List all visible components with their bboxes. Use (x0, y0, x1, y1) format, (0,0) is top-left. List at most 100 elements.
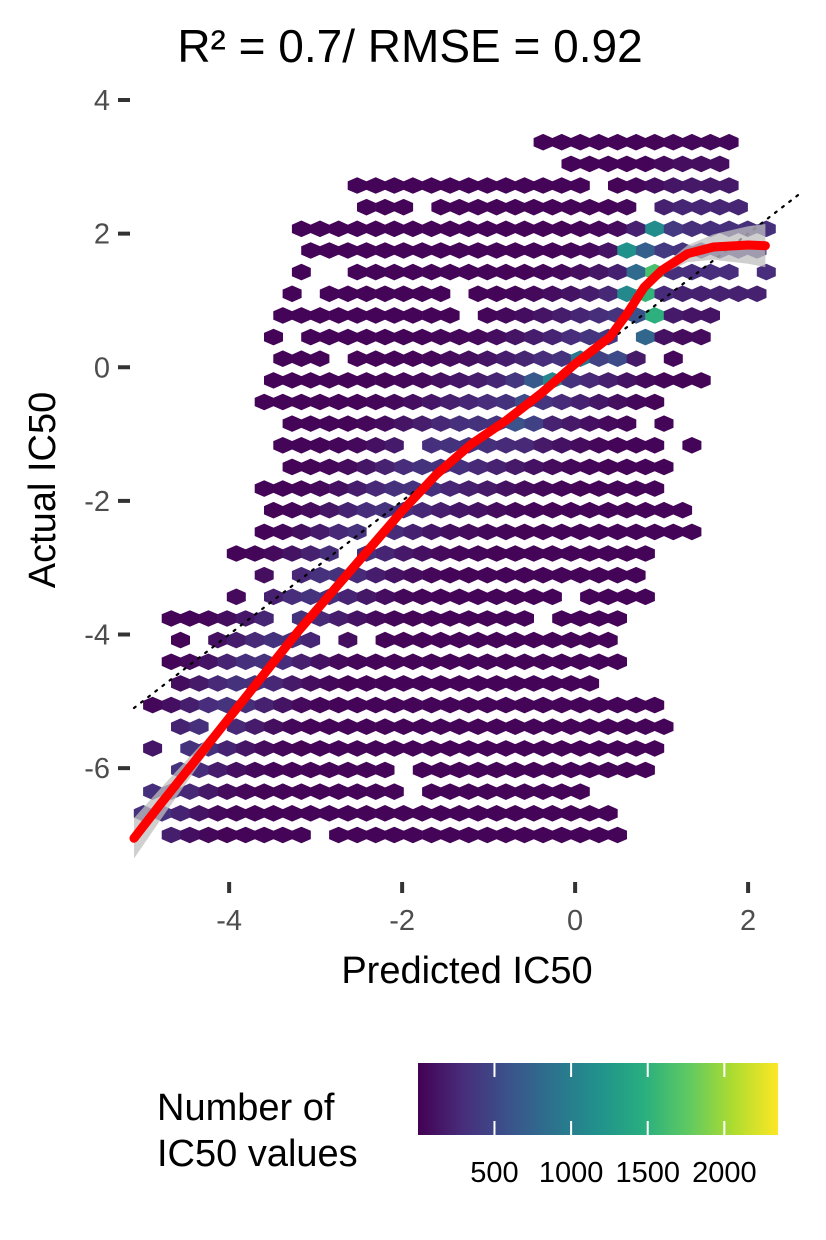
hex-bin (580, 805, 600, 822)
hex-bin (254, 740, 274, 757)
hex-bin (198, 826, 218, 844)
hex-bin (505, 545, 525, 562)
hex-bin (477, 393, 497, 411)
hex-bin (468, 501, 488, 519)
hex-bin (273, 393, 293, 411)
hex-bin (496, 740, 516, 757)
hex-bin (570, 653, 590, 671)
hex-bin (691, 328, 711, 346)
hex-bin (524, 675, 544, 692)
hex-bin (236, 653, 256, 671)
hex-bin (347, 220, 367, 238)
hex-bin (273, 437, 293, 454)
hex-bin (449, 718, 469, 735)
hex-bin (598, 415, 618, 432)
hex-bin (654, 718, 674, 735)
hex-bin (264, 805, 283, 822)
hex-bin (375, 675, 395, 692)
hex-bin (459, 740, 479, 757)
hex-bin (198, 696, 218, 714)
hex-bin (310, 653, 330, 671)
hex-bin (654, 198, 674, 216)
hex-bin (412, 242, 432, 259)
hex-bin (301, 718, 321, 735)
hex-bin (375, 372, 395, 389)
hex-bin (542, 285, 562, 303)
hex-bin (264, 675, 283, 692)
hex-bin (226, 718, 246, 735)
y-tick-label: 2 (94, 219, 110, 251)
hex-bin (366, 350, 386, 367)
hex-bin (496, 350, 516, 367)
smooth-line (129, 240, 770, 843)
hex-bin (366, 696, 386, 714)
hex-bin (412, 501, 432, 519)
hex-bin (431, 328, 451, 346)
hex-bin (505, 328, 525, 346)
hex-bin (589, 133, 609, 151)
hex-bin (357, 588, 376, 606)
hex-bin (375, 328, 395, 346)
hex-bin (542, 501, 562, 519)
hex-bin (319, 458, 339, 476)
hex-bin (589, 653, 609, 671)
hex-bin (561, 761, 581, 779)
hex-bin (645, 437, 665, 454)
hex-bin (394, 718, 414, 735)
hex-bin (561, 501, 581, 519)
hex-bin (505, 631, 525, 649)
hex-bin (412, 285, 432, 303)
hex-bin (264, 761, 283, 779)
hex-bin (533, 177, 553, 194)
y-axis-title: Actual IC50 (22, 392, 64, 588)
hex-bin (645, 133, 665, 151)
hex-bin (533, 826, 553, 844)
hex-bin (663, 133, 683, 151)
hex-bin (580, 372, 600, 389)
hex-bin (701, 133, 720, 151)
hex-bin (477, 740, 497, 757)
hex-bin (496, 437, 516, 454)
hex-bin (468, 545, 488, 562)
hex-bin (226, 761, 246, 779)
hex-bin (645, 696, 665, 714)
hex-bin (673, 285, 693, 303)
hex-bin (282, 588, 302, 606)
hex-bin (412, 718, 432, 735)
hex-bin (319, 805, 339, 822)
hex-bin (254, 393, 274, 411)
hex-bin (654, 501, 674, 519)
hex-bin (449, 198, 469, 216)
hex-bin (496, 826, 516, 844)
hex-bin (589, 437, 609, 454)
hex-bin (273, 307, 293, 324)
hex-bin (477, 826, 497, 844)
hex-bin (422, 783, 441, 800)
hex-bin (524, 198, 544, 216)
hex-bin (291, 696, 311, 714)
hex-bin (533, 523, 553, 541)
hex-bin (617, 242, 637, 259)
hex-bin (403, 610, 423, 627)
hex-bin (254, 523, 274, 541)
hex-bin (291, 653, 311, 671)
hex-bin (161, 610, 181, 627)
hex-bin (282, 545, 302, 562)
hex-bin (487, 285, 507, 303)
hex-bin (459, 393, 479, 411)
hex-bin (515, 653, 534, 671)
hex-bin (487, 198, 507, 216)
hex-bin (403, 826, 423, 844)
hex-bin (542, 675, 562, 692)
legend-title-line-1: Number of (157, 1087, 335, 1129)
hex-bin (561, 242, 581, 259)
hex-bin (384, 610, 404, 627)
hex-bin (719, 133, 739, 151)
hex-bin (747, 285, 767, 303)
hex-bin (338, 588, 358, 606)
hex-bin (273, 480, 293, 497)
hex-bin (756, 263, 776, 281)
hex-bin (171, 631, 190, 649)
hex-bin (403, 523, 423, 541)
hex-bin (552, 653, 572, 671)
